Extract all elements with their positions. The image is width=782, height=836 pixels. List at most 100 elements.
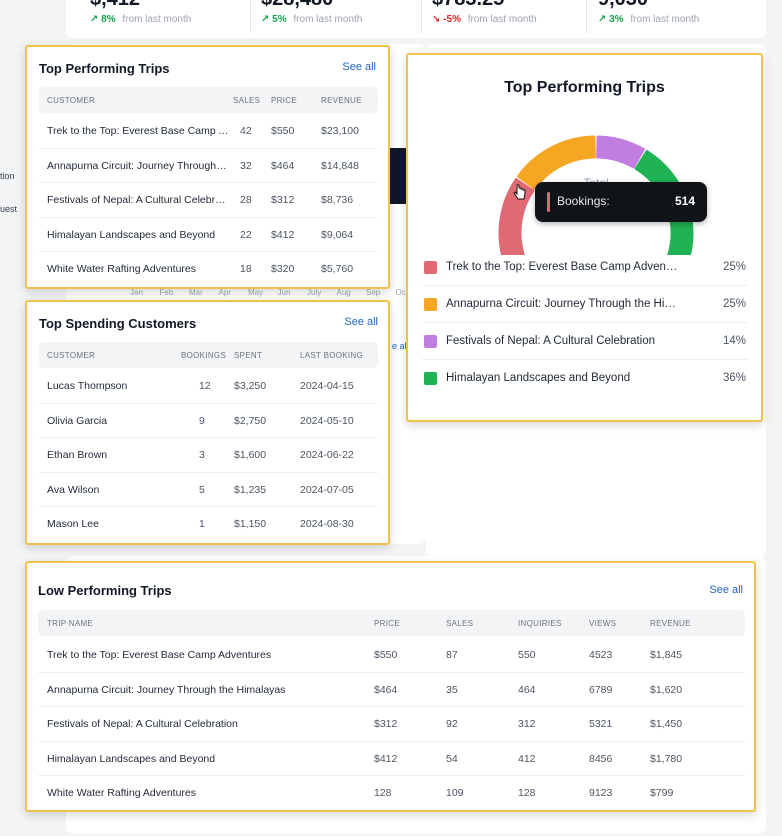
- column-header[interactable]: CUSTOMER: [47, 96, 96, 105]
- spent-cell: $1,235: [234, 483, 267, 496]
- table-row[interactable]: Mason Lee 1 $1,150 2024-08-30: [39, 507, 378, 542]
- stat-card: $28,480 ↗ 5% from last month: [261, 0, 431, 38]
- table-header: CUSTOMER SALES PRICE REVENUE: [39, 87, 378, 113]
- month-label: Jan: [130, 288, 143, 297]
- stat-divider: [421, 0, 422, 34]
- table-row[interactable]: Annapurna Circuit: Journey Through the H…: [39, 149, 378, 183]
- revenue-cell: $1,450: [650, 718, 683, 730]
- customer-name-cell: Ethan Brown: [47, 449, 108, 461]
- tooltip-label: Bookings:: [557, 194, 610, 208]
- sales-cell: 87: [446, 649, 458, 661]
- column-header[interactable]: CUSTOMER: [47, 351, 96, 360]
- views-cell: 5321: [589, 718, 613, 730]
- gauge-segment[interactable]: [517, 135, 596, 190]
- tooltip-swatch: [547, 192, 550, 212]
- last-booking-cell: 2024-07-05: [300, 483, 354, 496]
- column-header[interactable]: REVENUE: [650, 619, 691, 628]
- revenue-cell: $1,780: [650, 752, 683, 765]
- legend-item[interactable]: Festivals of Nepal: A Cultural Celebrati…: [422, 323, 748, 360]
- sales-cell: 18: [240, 263, 252, 275]
- revenue-cell: $1,620: [650, 683, 683, 696]
- revenue-cell: $8,736: [321, 194, 354, 206]
- table-row[interactable]: Ava Wilson 5 $1,235 2024-07-05: [39, 473, 378, 507]
- legend-item[interactable]: Himalayan Landscapes and Beyond 36%: [422, 360, 748, 397]
- gauge-segment[interactable]: [498, 178, 535, 255]
- views-cell: 8456: [589, 752, 613, 765]
- table-row[interactable]: White Water Rafting Adventures 128 109 128 9…: [38, 776, 745, 810]
- price-cell: $550: [374, 649, 398, 661]
- column-header[interactable]: INQUIRIES: [518, 619, 562, 628]
- price-cell: $312: [271, 194, 295, 206]
- spent-cell: $1,150: [234, 518, 267, 530]
- stat-delta-value: -5%: [443, 14, 461, 25]
- background-link: e al: [392, 341, 407, 351]
- gauge-chart: Total: [498, 135, 694, 255]
- stat-delta-sub: from last month: [467, 14, 537, 25]
- legend-swatch: [424, 372, 437, 385]
- column-header[interactable]: PRICE: [271, 96, 297, 105]
- column-header[interactable]: REVENUE: [321, 96, 362, 105]
- views-cell: 4523: [589, 649, 613, 661]
- stat-value: $28,480: [261, 0, 333, 11]
- revenue-cell: $1,845: [650, 649, 683, 661]
- column-header[interactable]: BOOKINGS: [181, 351, 227, 360]
- table-row[interactable]: Lucas Thompson 12 $3,250 2024-04-15: [39, 369, 378, 404]
- gauge-segment[interactable]: [596, 135, 645, 169]
- stat-divider: [250, 0, 251, 34]
- column-header[interactable]: TRIP NAME: [47, 619, 94, 628]
- table-row[interactable]: Annapurna Circuit: Journey Through the H…: [38, 673, 745, 707]
- table-row[interactable]: Himalayan Landscapes and Beyond 22 $412 $9,…: [39, 218, 378, 252]
- top-spending-customers-card: Top Spending Customers See all CUSTOMER …: [25, 300, 390, 545]
- column-header[interactable]: SALES: [233, 96, 261, 105]
- hand-cursor-icon: [513, 184, 526, 200]
- price-cell: $464: [271, 159, 295, 172]
- trip-name-cell: Himalayan Landscapes and Beyond: [47, 752, 216, 765]
- trip-name-cell: Annapurna Circuit: Journey Through the H…: [47, 159, 229, 172]
- inquiries-cell: 412: [518, 752, 536, 765]
- trend-up-icon: ↗: [90, 14, 99, 25]
- legend-label: Trek to the Top: Everest Base Camp Adven…: [446, 261, 680, 273]
- table-row[interactable]: Trek to the Top: Everest Base Camp Adven…: [39, 114, 378, 149]
- legend-label: Annapurna Circuit: Journey Through the H…: [446, 298, 680, 310]
- trip-name-cell: Trek to the Top: Everest Base Camp Adven…: [47, 649, 272, 661]
- legend-label: Himalayan Landscapes and Beyond: [446, 372, 631, 384]
- legend-item[interactable]: Trek to the Top: Everest Base Camp Adven…: [422, 249, 748, 286]
- column-header[interactable]: SPENT: [234, 351, 263, 360]
- table-row[interactable]: White Water Rafting Adventures 18 $320 $5,7…: [39, 252, 378, 287]
- sales-cell: 92: [446, 718, 458, 730]
- table-row[interactable]: Festivals of Nepal: A Cultural Celebrati…: [39, 183, 378, 218]
- table-row[interactable]: Himalayan Landscapes and Beyond $412 54 412…: [38, 742, 745, 776]
- table-row[interactable]: Ethan Brown 3 $1,600 2024-06-22: [39, 438, 378, 473]
- revenue-cell: $799: [650, 787, 674, 799]
- stat-delta-value: 3%: [609, 14, 624, 25]
- table-row[interactable]: Trek to the Top: Everest Base Camp Adven…: [38, 638, 745, 673]
- sales-cell: 54: [446, 752, 458, 765]
- column-header[interactable]: PRICE: [374, 619, 400, 628]
- see-all-link[interactable]: See all: [342, 61, 376, 73]
- legend-item[interactable]: Annapurna Circuit: Journey Through the H…: [422, 286, 748, 323]
- last-booking-cell: 2024-08-30: [300, 518, 354, 530]
- stat-delta-value: 8%: [101, 14, 116, 25]
- bookings-cell: 9: [199, 414, 205, 427]
- column-header[interactable]: VIEWS: [589, 619, 617, 628]
- stat-delta: ↘ -5% from last month: [432, 14, 537, 25]
- table-header: TRIP NAME PRICE SALES INQUIRIES VIEWS RE…: [38, 610, 745, 636]
- column-header[interactable]: LAST BOOKING: [300, 351, 364, 360]
- stat-value: $783.25: [432, 0, 504, 11]
- trip-name-cell: Annapurna Circuit: Journey Through the H…: [47, 683, 286, 696]
- price-cell: $412: [374, 752, 398, 765]
- month-label: Apr: [218, 288, 231, 297]
- trip-name-cell: White Water Rafting Adventures: [47, 263, 197, 275]
- legend-percent: 25%: [722, 298, 746, 310]
- see-all-link[interactable]: See all: [709, 584, 743, 596]
- table-row[interactable]: Olivia Garcia 9 $2,750 2024-05-10: [39, 404, 378, 438]
- column-header[interactable]: SALES: [446, 619, 474, 628]
- legend-percent: 25%: [722, 261, 746, 273]
- revenue-cell: $14,848: [321, 159, 359, 172]
- card-title: Top Performing Trips: [39, 61, 170, 76]
- table-row[interactable]: Festivals of Nepal: A Cultural Celebrati…: [38, 707, 745, 742]
- top-performing-trips-chart-card: Top Performing Trips Total Bookings: 514…: [406, 53, 763, 422]
- see-all-link[interactable]: See all: [344, 316, 378, 328]
- tooltip-value: 514: [674, 194, 695, 208]
- stat-card: $783.25 ↘ -5% from last month: [432, 0, 602, 38]
